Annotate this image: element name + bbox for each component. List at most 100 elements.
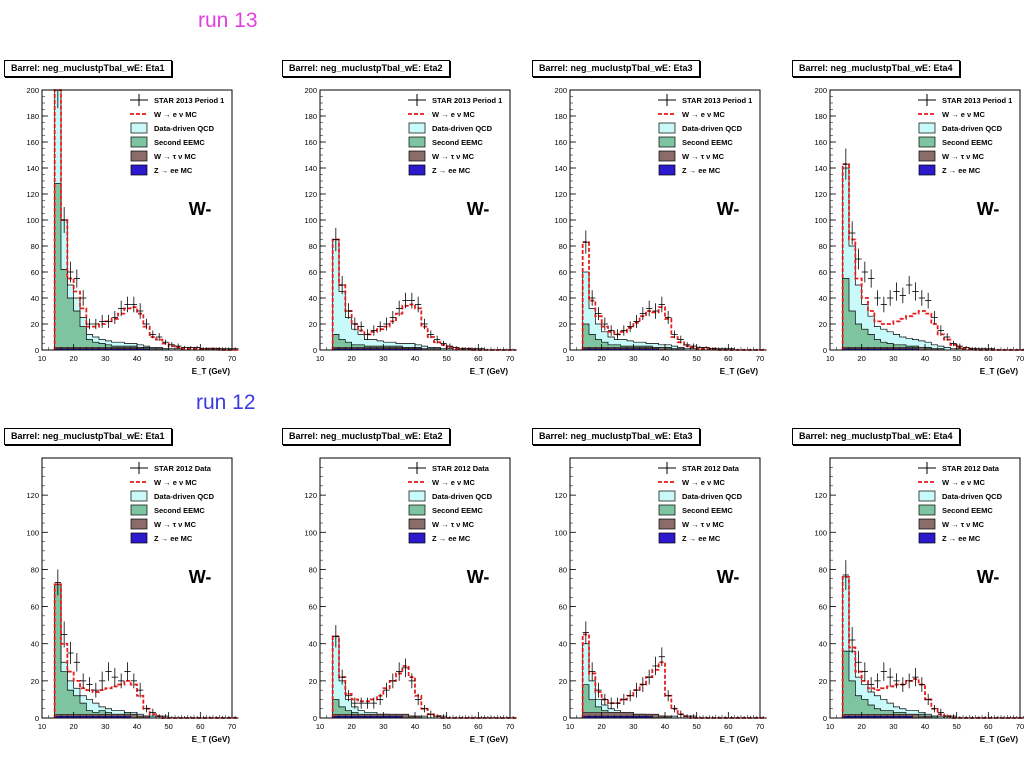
x-tick-label: 60 xyxy=(196,722,204,731)
legend-tau-swatch xyxy=(408,150,426,162)
y-tick-label: 100 xyxy=(554,528,567,537)
legend-qcd-swatch xyxy=(658,490,676,502)
x-tick-label: 40 xyxy=(921,354,929,363)
y-tick-label: 160 xyxy=(554,138,567,147)
y-tick-label: 80 xyxy=(819,565,827,574)
x-tick-label: 30 xyxy=(379,722,387,731)
w-minus-annotation: W- xyxy=(977,199,1000,219)
y-tick-label: 100 xyxy=(26,528,39,537)
y-tick-label: 0 xyxy=(313,346,317,355)
y-tick-label: 180 xyxy=(304,112,317,121)
plot-area xyxy=(331,227,517,351)
legend: STAR 2012 Data W → e ν MC Data-driven QCD S… xyxy=(130,462,215,544)
y-tick-label: 180 xyxy=(814,112,827,121)
legend-label: Second EEMC xyxy=(432,138,483,147)
legend-label: STAR 2013 Period 1 xyxy=(432,96,502,105)
y-tick-label: 100 xyxy=(26,216,39,225)
histogram-svg: 0 20 40 60 80 100 120 10 20 30 40 50 60 70 E_T (GeV) W-… xyxy=(814,457,1024,744)
x-tick-label: 70 xyxy=(228,354,236,363)
x-tick-label: 20 xyxy=(347,722,355,731)
y-tick-label: 60 xyxy=(559,603,567,612)
legend-zee-swatch xyxy=(918,164,936,176)
legend-zee-swatch xyxy=(918,532,936,544)
legend-label: W → e ν MC xyxy=(432,110,476,119)
histogram-svg: 0 20 40 60 80 100 120 140 160 180 200 10 20 30 40 50 60 7… xyxy=(304,86,517,376)
y-tick-label: 80 xyxy=(559,242,567,251)
x-tick-label: 10 xyxy=(38,354,46,363)
x-axis-label: E_T (GeV) xyxy=(470,735,509,744)
legend-label: W → τ ν MC xyxy=(154,152,197,161)
y-tick-label: 100 xyxy=(814,216,827,225)
legend-label: Data-driven QCD xyxy=(432,492,493,501)
x-tick-label: 10 xyxy=(826,354,834,363)
y-tick-label: 40 xyxy=(309,294,317,303)
y-tick-label: 160 xyxy=(814,138,827,147)
y-tick-label: 60 xyxy=(31,603,39,612)
chart-panel-r13-eta3: Barrel: neg_muclustpTbal_wE: Eta3 0 20 40 60… xyxy=(528,60,778,385)
x-tick-label: 30 xyxy=(889,354,897,363)
eemc-histogram xyxy=(842,278,1024,351)
x-axis-label: E_T (GeV) xyxy=(470,367,509,376)
histogram-svg: 0 20 40 60 80 100 120 10 20 30 40 50 60 70 E_T (GeV) W-… xyxy=(304,457,517,744)
y-tick-label: 120 xyxy=(304,190,317,199)
y-tick-label: 60 xyxy=(309,603,317,612)
qcd-histogram xyxy=(332,239,517,351)
legend: STAR 2012 Data W → e ν MC Data-driven QCD S… xyxy=(658,462,743,544)
y-tick-label: 80 xyxy=(309,565,317,574)
x-tick-label: 70 xyxy=(506,354,514,363)
y-tick-label: 160 xyxy=(26,138,39,147)
y-tick-label: 80 xyxy=(309,242,317,251)
legend-label: W → τ ν MC xyxy=(682,152,725,161)
y-tick-label: 60 xyxy=(31,268,39,277)
plot-area xyxy=(53,569,239,719)
qcd-histogram xyxy=(842,576,1024,719)
x-tick-label: 40 xyxy=(133,354,141,363)
y-tick-label: 40 xyxy=(559,294,567,303)
chart-title: Barrel: neg_muclustpTbal_wE: Eta4 xyxy=(792,60,960,77)
x-tick-label: 70 xyxy=(506,722,514,731)
legend-label: STAR 2012 Data xyxy=(432,464,490,473)
legend-eemc-swatch xyxy=(918,136,936,148)
legend-tau-swatch xyxy=(918,518,936,530)
legend-tau-swatch xyxy=(130,518,148,530)
y-tick-label: 200 xyxy=(26,86,39,95)
y-tick-label: 120 xyxy=(554,491,567,500)
y-tick-label: 140 xyxy=(814,164,827,173)
legend-eemc-swatch xyxy=(130,504,148,516)
x-tick-label: 60 xyxy=(984,722,992,731)
y-tick-label: 80 xyxy=(819,242,827,251)
y-tick-label: 200 xyxy=(554,86,567,95)
x-tick-label: 30 xyxy=(629,722,637,731)
legend-qcd-swatch xyxy=(918,490,936,502)
legend-qcd-swatch xyxy=(408,490,426,502)
chart-panel-r12-eta3: Barrel: neg_muclustpTbal_wE: Eta3 0 20 40 60… xyxy=(528,428,778,753)
plot-area xyxy=(581,230,767,351)
y-tick-label: 120 xyxy=(26,190,39,199)
legend-tau-swatch xyxy=(408,518,426,530)
chart-title: Barrel: neg_muclustpTbal_wE: Eta3 xyxy=(532,60,700,77)
y-tick-label: 140 xyxy=(26,164,39,173)
w-minus-annotation: W- xyxy=(977,567,1000,587)
legend-zee-swatch xyxy=(130,164,148,176)
x-axis-label: E_T (GeV) xyxy=(720,367,759,376)
x-tick-label: 40 xyxy=(921,722,929,731)
w-minus-annotation: W- xyxy=(467,567,490,587)
y-tick-label: 100 xyxy=(554,216,567,225)
legend-tau-swatch xyxy=(658,150,676,162)
x-tick-label: 40 xyxy=(661,354,669,363)
x-tick-label: 20 xyxy=(69,722,77,731)
histogram-svg: 0 20 40 60 80 100 120 140 160 180 200 10 20 30 40 50 60 7… xyxy=(814,86,1024,376)
legend: STAR 2013 Period 1 W → e ν MC Data-driven … xyxy=(408,94,502,176)
data-points xyxy=(54,569,239,719)
legend-label: Second EEMC xyxy=(682,506,733,515)
legend-label: STAR 2012 Data xyxy=(942,464,1000,473)
legend-qcd-swatch xyxy=(918,122,936,134)
y-tick-label: 0 xyxy=(823,346,827,355)
x-tick-label: 10 xyxy=(826,722,834,731)
histogram-svg: 0 20 40 60 80 100 120 140 160 180 200 10 20 30 40 50 60 7… xyxy=(554,86,767,376)
legend-label: Z → ee MC xyxy=(682,166,721,175)
x-tick-label: 20 xyxy=(69,354,77,363)
x-tick-label: 10 xyxy=(316,354,324,363)
qcd-histogram xyxy=(842,167,1024,351)
y-tick-label: 200 xyxy=(304,86,317,95)
